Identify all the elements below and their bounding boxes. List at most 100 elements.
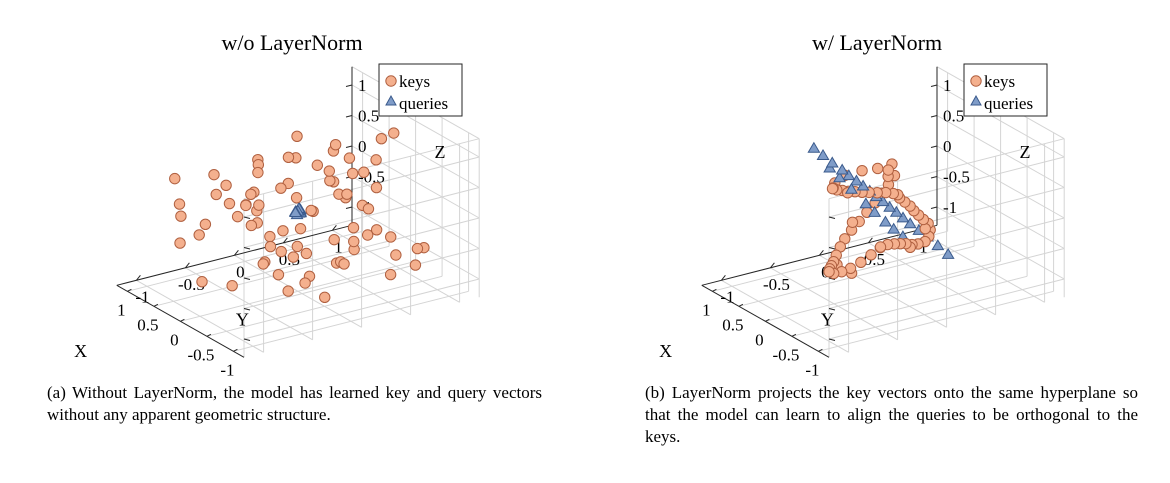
x-tick-label: 0.5 <box>137 315 158 334</box>
gridline-floor-y <box>136 279 264 353</box>
y-tick-mark <box>770 262 775 269</box>
key-point <box>272 268 285 281</box>
z-axis-label: Z <box>1020 142 1031 162</box>
query-point <box>842 169 856 181</box>
legend-item-queries: queries <box>385 94 448 113</box>
key-point <box>223 197 236 210</box>
panel-without-layernorm: -1-0.500.51-1-0.500.51-1-0.500.51XYZw/o … <box>47 30 542 424</box>
query-point <box>941 247 955 259</box>
key-point <box>231 210 244 223</box>
key-point <box>370 224 383 236</box>
y-tick-label: -1 <box>135 287 149 306</box>
chart-without-layernorm: -1-0.500.51-1-0.500.51-1-0.500.51XYZw/o … <box>74 30 480 379</box>
x-tick-label: 1 <box>117 300 126 319</box>
query-point <box>833 171 847 183</box>
legend-label-queries: queries <box>984 94 1033 113</box>
y-tick-mark <box>283 237 288 244</box>
x-tick-mark <box>765 318 770 322</box>
x-tick-mark <box>738 303 744 307</box>
key-point <box>264 230 276 243</box>
legend: keys queries <box>963 63 1048 117</box>
z-tick-mark <box>930 145 938 148</box>
key-point <box>826 182 839 195</box>
x-axis-label: X <box>74 341 87 361</box>
y-tick-label: 1 <box>334 237 343 256</box>
key-point <box>294 222 307 235</box>
key-point <box>375 132 388 145</box>
legend-item-keys: keys <box>970 72 1015 91</box>
x-tick-mark <box>791 333 797 337</box>
z-tick-mark-left <box>828 338 836 341</box>
y-tick-mark <box>234 249 239 256</box>
z-tick-mark <box>345 206 353 209</box>
key-point <box>282 151 295 164</box>
key-point <box>370 181 383 194</box>
key-point <box>874 241 887 253</box>
key-point <box>362 203 375 215</box>
key-point <box>299 277 311 289</box>
z-tick-label: 0.5 <box>943 107 964 126</box>
z-tick-mark-left <box>243 277 251 280</box>
key-point <box>409 259 422 271</box>
x-tick-label: -0.5 <box>187 345 214 364</box>
key-point <box>865 249 877 261</box>
x-tick-mark <box>153 303 159 307</box>
z-tick-label: 1 <box>358 76 367 95</box>
query-point <box>887 222 901 234</box>
query-point <box>849 174 863 186</box>
query-point <box>844 182 858 194</box>
legend-label-keys: keys <box>984 72 1015 91</box>
x-tick-mark <box>818 348 823 352</box>
gridline-floor-y <box>721 279 849 353</box>
key-point <box>871 162 884 175</box>
x-tick-label: 1 <box>702 300 711 319</box>
key-point <box>346 167 359 180</box>
key-point <box>174 237 186 249</box>
z-tick-label: 0 <box>943 137 952 156</box>
key-point <box>358 166 370 178</box>
x-tick-mark <box>180 318 185 322</box>
y-tick-label: -1 <box>720 287 734 306</box>
legend-box <box>378 63 463 117</box>
z-tick-label: 1 <box>943 76 952 95</box>
key-point <box>823 266 835 278</box>
key-point <box>388 127 400 139</box>
key-point <box>291 130 303 142</box>
gridline-floor-y <box>770 267 898 341</box>
key-point <box>277 225 289 237</box>
legend-query-marker <box>385 94 397 106</box>
key-point <box>329 138 342 151</box>
y-axis-label: Y <box>236 309 249 329</box>
y-tick-mark <box>136 274 141 281</box>
gridline-floor-y <box>234 254 362 328</box>
query-point <box>835 163 849 175</box>
y-tick-mark <box>868 237 873 244</box>
y-tick-label: 0 <box>236 262 245 281</box>
key-point <box>324 174 336 187</box>
query-point <box>903 217 917 229</box>
legend-key-marker <box>385 75 397 87</box>
x-tick-label: -1 <box>220 360 234 379</box>
key-point <box>226 279 238 292</box>
z-tick-mark-left <box>243 308 251 311</box>
key-point <box>253 199 265 211</box>
z-tick-label: 0 <box>358 137 367 156</box>
z-tick-mark-left <box>828 308 836 311</box>
key-point <box>252 166 264 179</box>
key-point <box>275 245 287 258</box>
z-tick-mark <box>345 84 353 87</box>
key-point <box>348 235 360 248</box>
key-point <box>882 164 894 176</box>
key-point <box>282 285 294 297</box>
key-point <box>390 249 402 261</box>
x-tick-label: 0.5 <box>722 315 743 334</box>
z-tick-mark-left <box>828 247 836 250</box>
query-point <box>878 215 892 227</box>
query-point <box>816 148 830 160</box>
data-points <box>169 127 430 304</box>
legend-label-keys: keys <box>399 72 430 91</box>
key-point <box>264 240 277 253</box>
key-point <box>341 188 353 200</box>
key-point <box>919 223 931 235</box>
x-tick-label: -0.5 <box>772 345 799 364</box>
